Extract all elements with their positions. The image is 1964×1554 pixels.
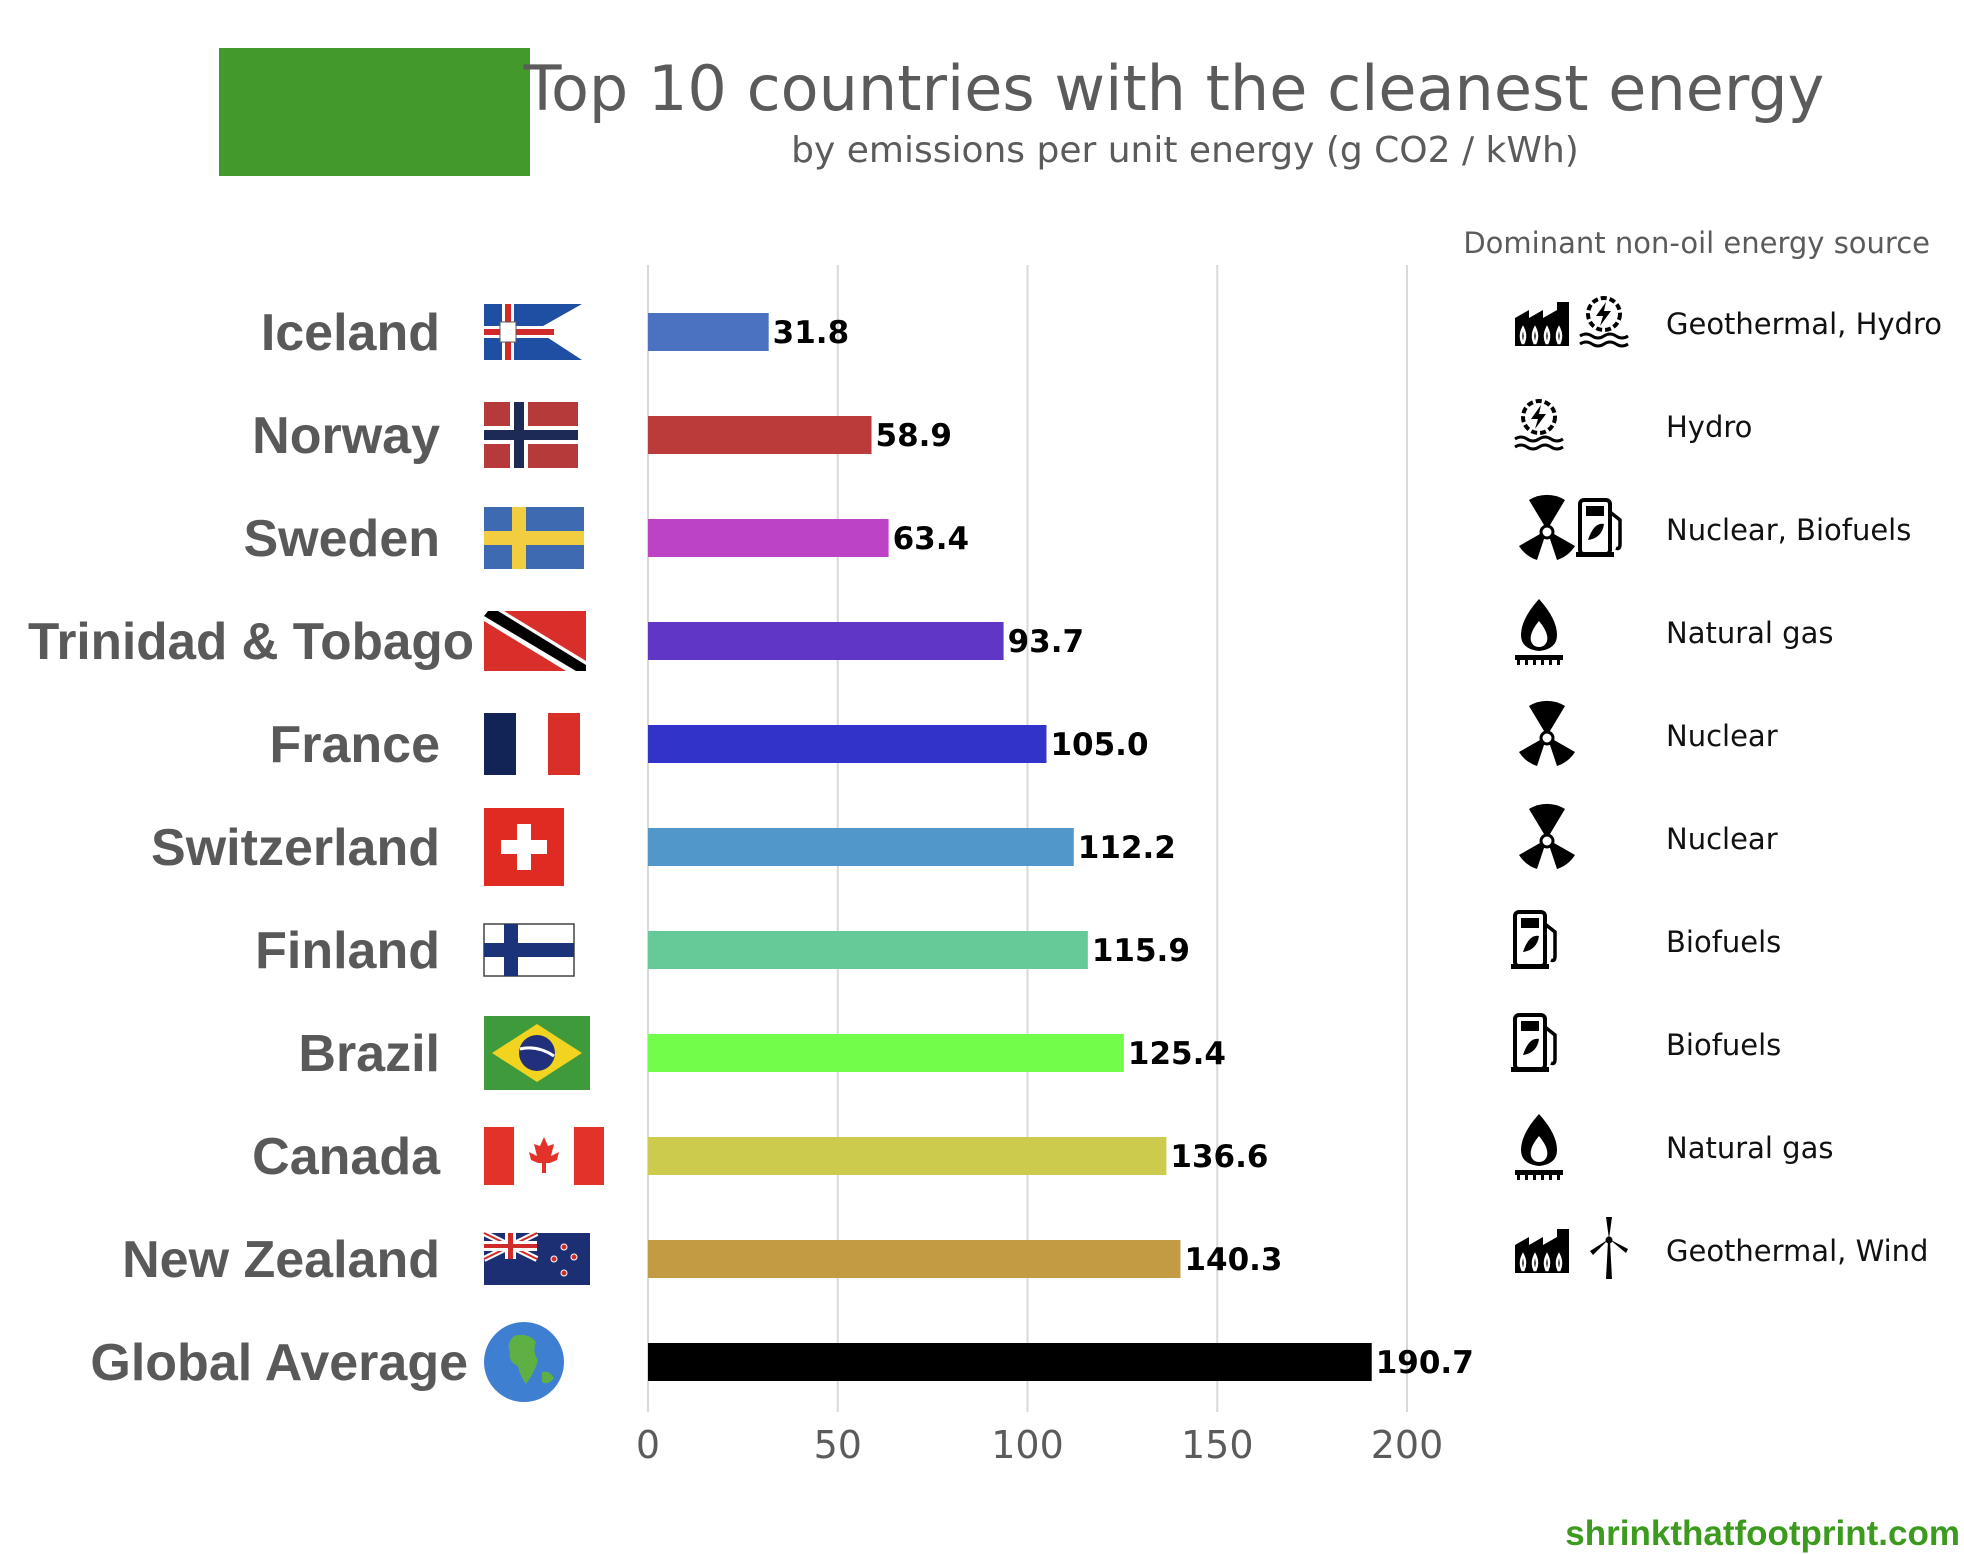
value-label: 190.7	[1376, 1345, 1474, 1381]
nuclear-icon	[1519, 803, 1575, 869]
gas-flame-icon	[1515, 599, 1563, 665]
geothermal-plant-icon	[1515, 302, 1569, 346]
bar	[648, 313, 769, 351]
x-tick-label: 200	[1371, 1423, 1444, 1467]
energy-source-header: Dominant non-oil energy source	[1463, 226, 1930, 260]
france-flag	[484, 713, 580, 775]
x-tick-label: 150	[1181, 1423, 1254, 1467]
globe-icon	[484, 1322, 564, 1402]
country-label: Switzerland	[151, 819, 440, 877]
hydro-icon	[1579, 296, 1629, 348]
bar	[648, 931, 1088, 969]
bar	[648, 622, 1004, 660]
x-tick-label: 100	[991, 1423, 1064, 1467]
bar	[648, 519, 889, 557]
value-label: 140.3	[1184, 1242, 1282, 1278]
energy-source-label: Natural gas	[1666, 616, 1833, 650]
nuclear-icon	[1519, 700, 1575, 766]
country-label: Canada	[252, 1128, 441, 1186]
chart-title: Top 10 countries with the cleanest energ…	[523, 52, 1825, 125]
hydro-icon	[1514, 399, 1564, 451]
switzerland-flag	[484, 808, 564, 886]
flags	[482, 304, 604, 1402]
bar	[648, 1137, 1167, 1175]
country-label: Global Average	[90, 1334, 468, 1392]
brand-green-block	[219, 48, 530, 176]
country-label: Iceland	[261, 304, 440, 362]
value-label: 136.6	[1170, 1139, 1268, 1175]
x-tick-label: 50	[814, 1423, 862, 1467]
nuclear-icon	[1519, 494, 1575, 560]
value-label: 125.4	[1128, 1036, 1226, 1072]
country-label: Sweden	[244, 510, 441, 568]
biofuel-pump-icon	[1511, 1013, 1557, 1072]
bar	[648, 1034, 1124, 1072]
footer-url[interactable]: shrinkthatfootprint.com	[1565, 1514, 1960, 1553]
country-label: Brazil	[298, 1025, 440, 1083]
energy-source-label: Geothermal, Hydro	[1666, 307, 1942, 341]
trinidad-tobago-flag	[484, 611, 586, 671]
bar	[648, 1343, 1372, 1381]
sweden-flag	[484, 507, 584, 569]
energy-source-label: Biofuels	[1666, 1028, 1781, 1062]
country-label: Norway	[252, 407, 440, 465]
energy-source-label: Hydro	[1666, 410, 1752, 444]
x-axis-ticks: 0 50 100 150 200	[636, 1423, 1443, 1467]
wind-turbine-icon	[1590, 1217, 1628, 1279]
energy-source-label: Natural gas	[1666, 1131, 1833, 1165]
biofuel-pump-icon	[1511, 910, 1557, 969]
value-label: 112.2	[1078, 830, 1176, 866]
energy-source-label: Geothermal, Wind	[1666, 1234, 1928, 1268]
iceland-flag	[484, 304, 582, 360]
new-zealand-flag	[482, 1230, 590, 1285]
energy-source-label: Biofuels	[1666, 925, 1781, 959]
country-label: New Zealand	[122, 1231, 440, 1289]
gas-flame-icon	[1515, 1114, 1563, 1180]
country-label: Finland	[255, 922, 440, 980]
energy-sources: Geothermal, Hydro Hydro Nuclear, Biofuels N…	[1511, 296, 1942, 1279]
brazil-flag	[484, 1016, 590, 1090]
country-label: Trinidad & Tobago	[28, 613, 474, 671]
finland-flag	[483, 923, 575, 977]
country-label: France	[269, 716, 440, 774]
norway-flag	[484, 402, 578, 468]
bar	[648, 725, 1047, 763]
canada-flag	[484, 1127, 604, 1185]
energy-source-label: Nuclear, Biofuels	[1666, 513, 1911, 547]
bar	[648, 416, 872, 454]
bars: 31.8 Iceland 58.9 Norway 63.4 Sweden 93.7 Trini…	[28, 304, 1474, 1392]
bar	[648, 1240, 1181, 1278]
bar	[648, 828, 1074, 866]
value-label: 63.4	[893, 521, 970, 557]
value-label: 58.9	[876, 418, 953, 454]
energy-source-label: Nuclear	[1666, 822, 1778, 856]
value-label: 93.7	[1008, 624, 1085, 660]
biofuel-pump-icon	[1576, 498, 1622, 557]
energy-source-label: Nuclear	[1666, 719, 1778, 753]
value-label: 31.8	[773, 315, 850, 351]
x-tick-label: 0	[636, 1423, 660, 1467]
value-label: 105.0	[1050, 727, 1148, 763]
value-label: 115.9	[1092, 933, 1190, 969]
chart-subtitle: by emissions per unit energy (g CO2 / kW…	[791, 130, 1579, 171]
geothermal-plant-icon	[1515, 1229, 1569, 1273]
